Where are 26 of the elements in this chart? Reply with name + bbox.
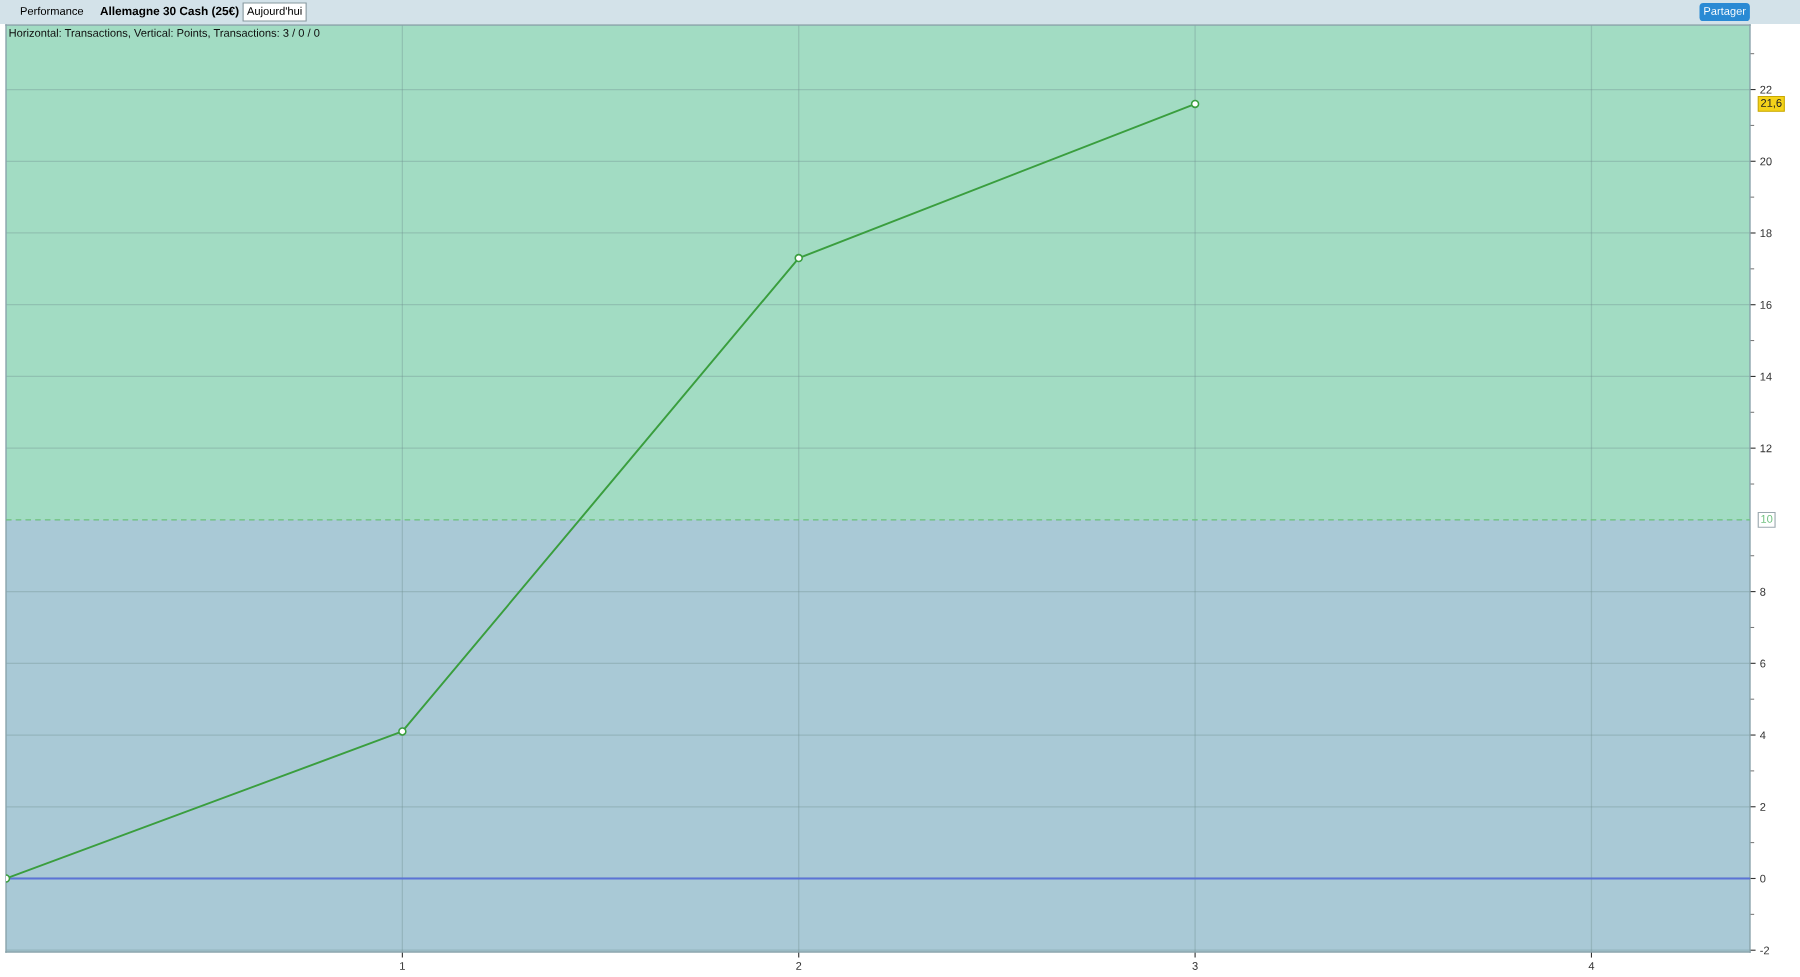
- x-tick-label: 4: [1588, 962, 1595, 970]
- x-tick-label: 1: [400, 962, 405, 970]
- text: 21,6: [1761, 99, 1782, 109]
- point: [398, 727, 407, 736]
- y-tick-label: 18: [1760, 229, 1772, 238]
- y-tick-label: 8: [1760, 587, 1766, 596]
- x-tick-label: 3: [1192, 962, 1198, 970]
- chart-subtitle: Horizontal: Transactions, Vertical: Points, Transactions: 3 / 0 / 0: [9, 28, 320, 39]
- x-tick-label: 2: [796, 962, 802, 970]
- y-tick-label: 20: [1760, 157, 1772, 166]
- y-tick-label: 16: [1760, 300, 1772, 309]
- y-tick-label: -2: [1760, 946, 1770, 955]
- point: [1190, 99, 1200, 109]
- ref-line-label: 10: [1761, 514, 1773, 523]
- y-tick-label: 12: [1760, 444, 1772, 453]
- text: Partager: [1704, 7, 1746, 18]
- text: Aujourd'hui: [247, 6, 302, 18]
- y-tick-label: 14: [1760, 372, 1772, 381]
- y-tick-label: 22: [1760, 85, 1772, 94]
- y-tick-label: 4: [1759, 731, 1766, 740]
- text: Performance: [20, 6, 84, 15]
- y-tick-label: 0: [1760, 874, 1766, 883]
- y-tick-label: 6: [1760, 659, 1766, 668]
- y-tick-label: 2: [1760, 803, 1766, 811]
- chart-title: Allemagne 30 Cash (25€): [100, 6, 239, 18]
- point: [794, 253, 803, 263]
